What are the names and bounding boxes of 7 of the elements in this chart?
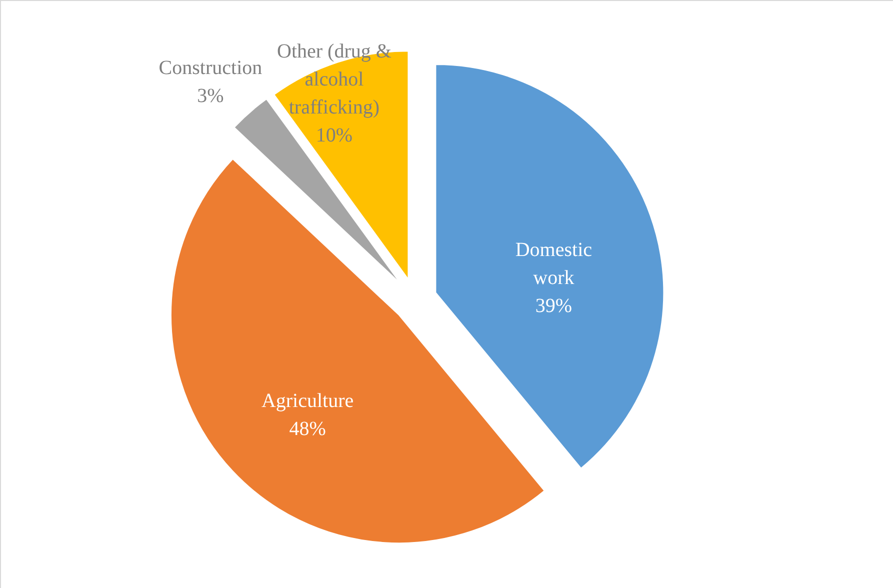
slice-label: Construction: [158, 57, 262, 80]
data-label: 3%: [197, 85, 224, 108]
slice-label: Agriculture: [261, 390, 354, 412]
data-label: 48%: [289, 418, 326, 440]
data-label: 10%: [316, 124, 353, 146]
data-label: 39%: [535, 295, 572, 318]
slice-label: Domestic work: [515, 239, 592, 290]
